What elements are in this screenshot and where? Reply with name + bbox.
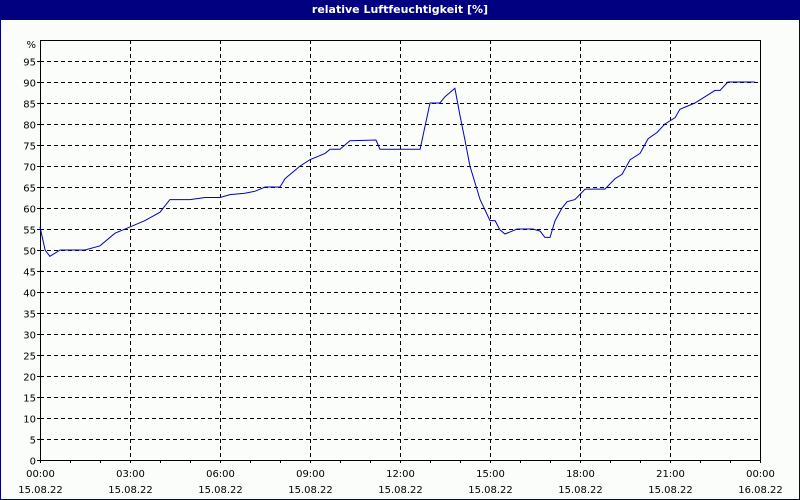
y-tick-label: 50: [23, 247, 36, 258]
y-tick-label: 45: [23, 268, 36, 279]
grid-lines: [40, 40, 760, 460]
y-tick-label: 30: [23, 331, 36, 342]
x-tick-date: 16.08.22: [738, 485, 783, 496]
x-tick-time: 09:00: [296, 469, 325, 480]
x-tick-time: 21:00: [656, 469, 685, 480]
y-tick-label: 85: [23, 100, 36, 111]
x-tick-date: 15.08.22: [378, 485, 423, 496]
x-tick-time: 06:00: [206, 469, 235, 480]
y-axis-labels: 0 5 10 15 20 25 30 35 40 45 50 55 60 65 70 75 80 85 90 95%: [23, 40, 36, 468]
x-tick-date: 15.08.22: [648, 485, 693, 496]
y-tick-label: 75: [23, 142, 36, 153]
x-tick-time: 12:00: [386, 469, 415, 480]
y-tick-label: 35: [23, 310, 36, 321]
x-tick-time: 18:00: [566, 469, 595, 480]
x-tick-time: 03:00: [116, 469, 145, 480]
y-tick-label: 80: [23, 121, 36, 132]
y-tick-label: 60: [23, 205, 36, 216]
x-tick-time: 00:00: [746, 469, 775, 480]
y-tick-label: 15: [23, 394, 36, 405]
y-tick-label: 20: [23, 373, 36, 384]
x-axis-labels: 00:00 15.08.22 03:00 15.08.22 06:00 15.08.22 0…: [18, 469, 783, 496]
x-tick-date: 15.08.22: [468, 485, 513, 496]
y-tick-label: 90: [23, 79, 36, 90]
x-tick-date: 15.08.22: [108, 485, 153, 496]
y-tick-label: 70: [23, 163, 36, 174]
x-tick-time: 00:00: [26, 469, 55, 480]
y-tick-label: 95: [23, 58, 36, 69]
x-tick-date: 15.08.22: [198, 485, 243, 496]
y-tick-label: 40: [23, 289, 36, 300]
x-tick-date: 15.08.22: [288, 485, 333, 496]
humidity-series-line: [39, 81, 755, 257]
x-tick-time: 15:00: [476, 469, 505, 480]
y-tick-label: 5: [30, 436, 36, 447]
x-tick-date: 15.08.22: [18, 485, 63, 496]
axes: [37, 40, 761, 463]
y-tick-label: 55: [23, 226, 36, 237]
y-tick-label: 0: [30, 457, 36, 468]
y-tick-label: 25: [23, 352, 36, 363]
x-tick-date: 15.08.22: [558, 485, 603, 496]
y-tick-label: 10: [23, 415, 36, 426]
chart-title: relative Luftfeuchtigkeit [%]: [0, 0, 800, 20]
y-tick-label: 65: [23, 184, 36, 195]
y-unit-label: %: [26, 40, 36, 51]
